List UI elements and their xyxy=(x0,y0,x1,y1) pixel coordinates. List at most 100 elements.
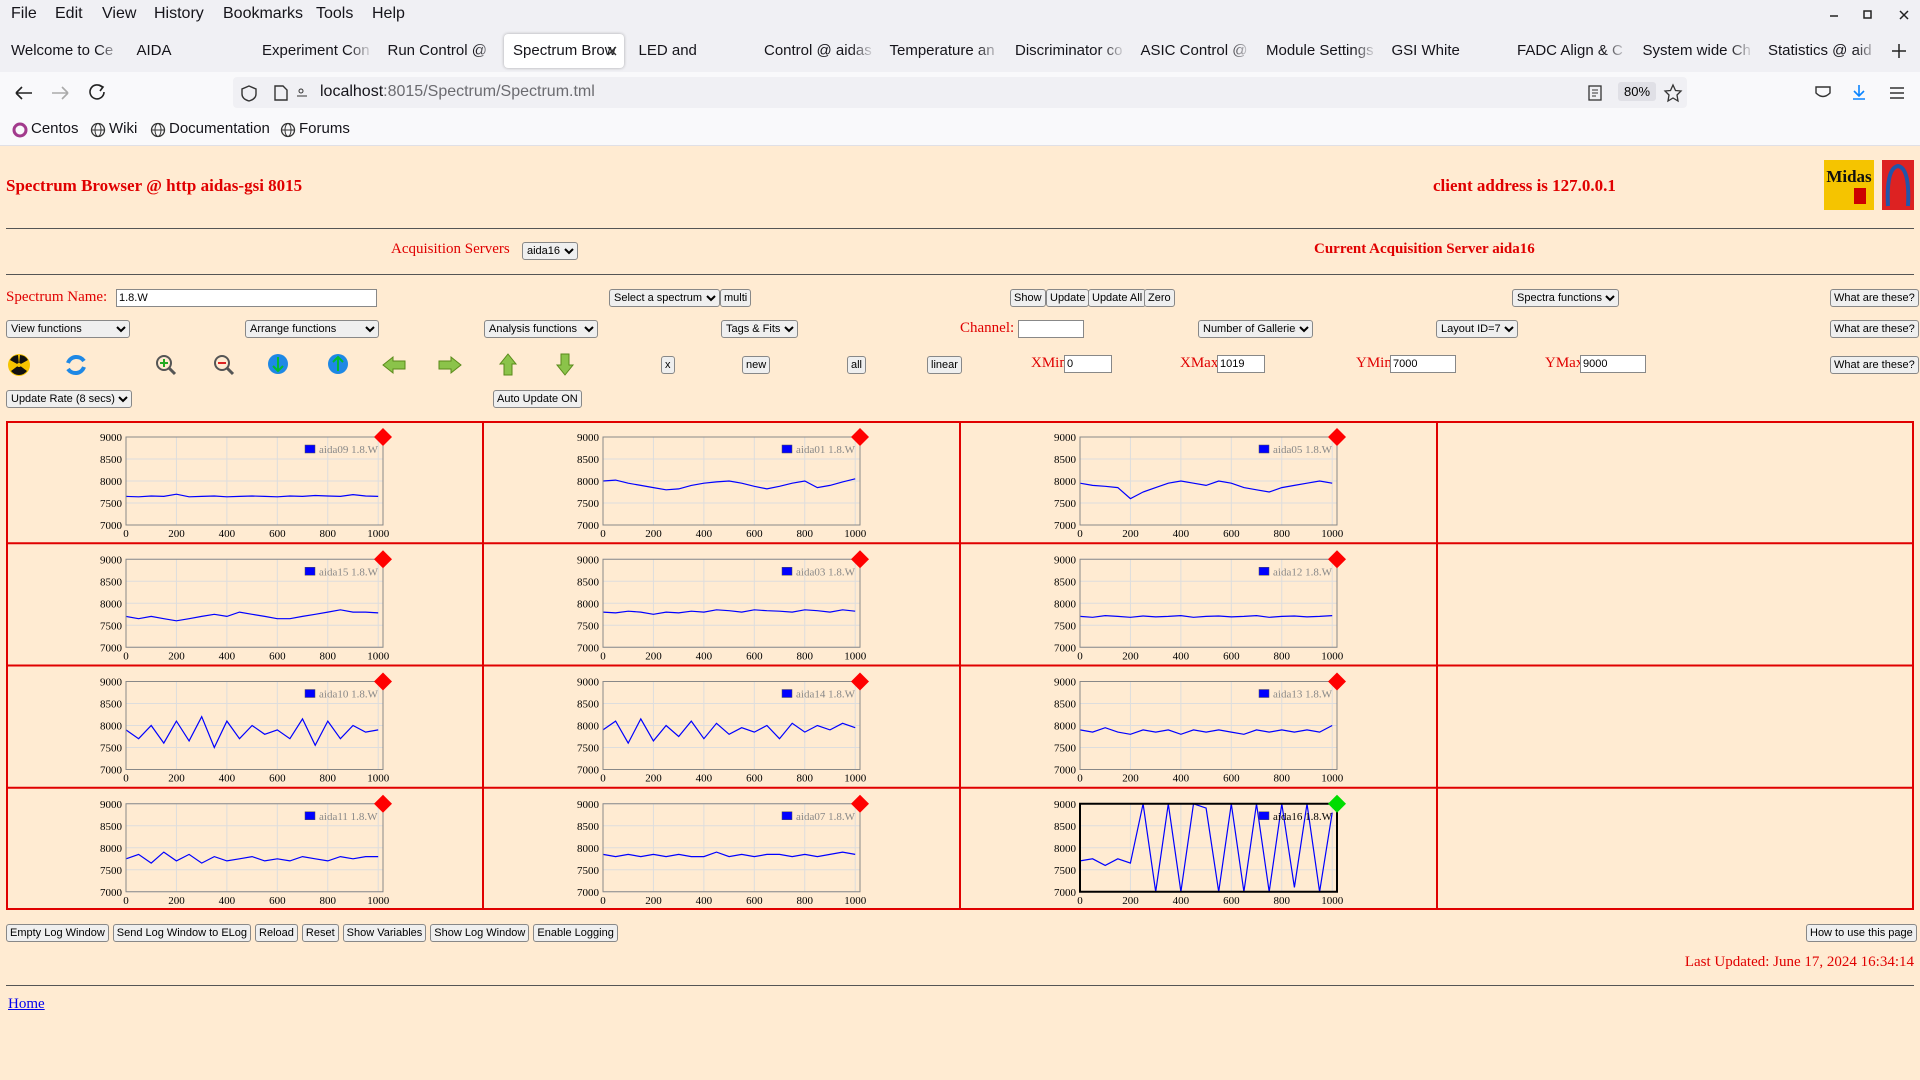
tab[interactable]: LED and Wavefo xyxy=(630,34,750,68)
menu-item[interactable]: File xyxy=(11,5,37,22)
reader-icon[interactable] xyxy=(1586,84,1604,102)
tab-title: GSI White Rabbi xyxy=(1391,42,1460,59)
ymin-input[interactable] xyxy=(1390,355,1456,373)
menu-item[interactable]: Edit xyxy=(55,5,83,22)
zoom-badge[interactable]: 80% xyxy=(1618,82,1657,101)
plot-frame xyxy=(1079,802,1338,893)
channel-input[interactable] xyxy=(1018,320,1084,338)
select-spectrum[interactable]: Select a spectrum xyxy=(609,289,720,307)
log-button[interactable]: Show Variables xyxy=(342,924,427,942)
tab-title: Spectrum Brow xyxy=(513,42,616,59)
nav-buttons[interactable] xyxy=(12,82,122,104)
layout-select[interactable]: Layout ID=7 xyxy=(1436,320,1518,338)
update-button[interactable]: Update xyxy=(1046,289,1090,307)
y-tick-label: 7500 xyxy=(1054,498,1077,510)
log-button[interactable]: Send Log Window to ELog xyxy=(112,924,252,942)
log-button[interactable]: Show Log Window xyxy=(430,924,530,942)
menu-item[interactable]: Tools xyxy=(316,5,354,22)
x-tick-label: 1000 xyxy=(1321,650,1344,662)
tab-close[interactable] xyxy=(606,45,618,57)
tab[interactable]: Temperature an xyxy=(881,34,1001,68)
update-all-button[interactable]: Update All xyxy=(1088,289,1147,307)
x-tick-label: 600 xyxy=(746,773,763,785)
log-button[interactable]: Enable Logging xyxy=(533,924,618,942)
client-address: client address is 127.0.0.1 xyxy=(1433,176,1616,195)
log-button[interactable]: Empty Log Window xyxy=(6,924,109,942)
toolbar-icons[interactable] xyxy=(1812,82,1912,104)
x-tick-label: 1000 xyxy=(844,528,867,540)
bookmark-star[interactable] xyxy=(1663,83,1683,103)
tab[interactable]: AIDA xyxy=(128,34,248,68)
help-button[interactable]: What are these? xyxy=(1830,320,1919,338)
ymin-label: YMin xyxy=(1356,355,1392,371)
new-button[interactable]: new xyxy=(742,356,771,374)
tab[interactable]: Run Control @ a xyxy=(379,34,499,68)
log-button[interactable]: Reload xyxy=(255,924,298,942)
new-tab[interactable] xyxy=(1890,42,1908,60)
xmax-input[interactable] xyxy=(1217,355,1265,373)
status-indicator xyxy=(374,794,392,813)
tab[interactable]: Control @ aidas xyxy=(755,34,875,68)
legend-swatch xyxy=(1258,689,1270,698)
x-tick-label: 400 xyxy=(1173,528,1190,540)
auto-update-button[interactable]: Auto Update ON xyxy=(493,390,582,408)
menu-item[interactable]: View xyxy=(102,5,137,22)
help-button[interactable]: What are these? xyxy=(1830,356,1919,374)
log-button[interactable]: Reset xyxy=(301,924,339,942)
tab[interactable]: Discriminator co xyxy=(1006,34,1126,68)
ymax-input[interactable] xyxy=(1580,355,1646,373)
tab[interactable]: Module Settings xyxy=(1257,34,1377,68)
help-button[interactable]: What are these? xyxy=(1830,289,1919,307)
update-rate[interactable]: Update Rate (8 secs) xyxy=(6,390,132,408)
window-controls[interactable] xyxy=(1820,6,1916,24)
x-tick-label: 800 xyxy=(320,650,337,662)
tab[interactable]: Experiment Con xyxy=(253,34,373,68)
x-tick-label: 0 xyxy=(1077,895,1083,907)
legend-label: aida10 1.8.W xyxy=(319,689,379,701)
analysis-functions[interactable]: Analysis functions xyxy=(484,320,598,338)
y-tick-label: 8500 xyxy=(1054,699,1077,711)
x-tick-label: 1000 xyxy=(367,895,390,907)
menu-item[interactable]: History xyxy=(154,5,204,22)
menu-item[interactable]: Help xyxy=(372,5,405,22)
data-line xyxy=(125,609,379,622)
bookmark[interactable]: Centos xyxy=(31,120,79,137)
legend-swatch xyxy=(781,444,793,454)
all-button[interactable]: all xyxy=(847,356,867,374)
menu-item[interactable]: Bookmarks xyxy=(223,5,304,22)
plot-frame xyxy=(602,558,861,648)
view-functions[interactable]: View functions xyxy=(6,320,130,338)
multi-button[interactable]: multi xyxy=(720,289,752,307)
url-field[interactable]: localhost:8015/Spectrum/Spectrum.tml 80% xyxy=(233,77,1687,108)
y-tick-label: 8000 xyxy=(100,721,123,733)
icon-toolbar[interactable] xyxy=(0,350,580,380)
zero-button[interactable]: Zero xyxy=(1144,289,1175,307)
tab[interactable]: ASIC Control @ xyxy=(1132,34,1252,68)
tags-fits[interactable]: Tags & Fits xyxy=(721,320,798,338)
bookmark[interactable]: Wiki xyxy=(109,120,138,137)
acq-select[interactable]: aida16 xyxy=(522,242,578,260)
home-link[interactable]: Home xyxy=(8,996,45,1012)
y-tick-label: 7000 xyxy=(1054,887,1077,899)
tab[interactable]: Statistics @ aid xyxy=(1759,34,1879,68)
number-of-galleries[interactable]: Number of Galleries xyxy=(1198,320,1313,338)
tab[interactable]: FADC Align & C xyxy=(1508,34,1628,68)
arrange-functions[interactable]: Arrange functions xyxy=(245,320,379,338)
show-button[interactable]: Show xyxy=(1010,289,1046,307)
tab-title: Run Control @ a xyxy=(387,42,487,59)
tab[interactable]: GSI White Rabbi xyxy=(1383,34,1503,68)
xmin-input[interactable] xyxy=(1064,355,1112,373)
tab[interactable]: Welcome to Ce xyxy=(2,34,122,68)
x-button[interactable]: x xyxy=(661,356,675,374)
bookmark[interactable]: Forums xyxy=(299,120,350,137)
x-tick-label: 400 xyxy=(696,528,713,540)
x-tick-label: 1000 xyxy=(367,528,390,540)
bookmark[interactable]: Documentation xyxy=(169,120,270,137)
how-to-button[interactable]: How to use this page xyxy=(1806,924,1917,942)
tab[interactable]: System wide Ch xyxy=(1634,34,1754,68)
spectrum-name-input[interactable] xyxy=(116,289,377,307)
tab[interactable]: Spectrum Brow xyxy=(504,34,624,68)
x-tick-label: 800 xyxy=(320,773,337,785)
spectra-functions[interactable]: Spectra functions xyxy=(1512,289,1619,307)
linear-button[interactable]: linear xyxy=(927,356,962,374)
